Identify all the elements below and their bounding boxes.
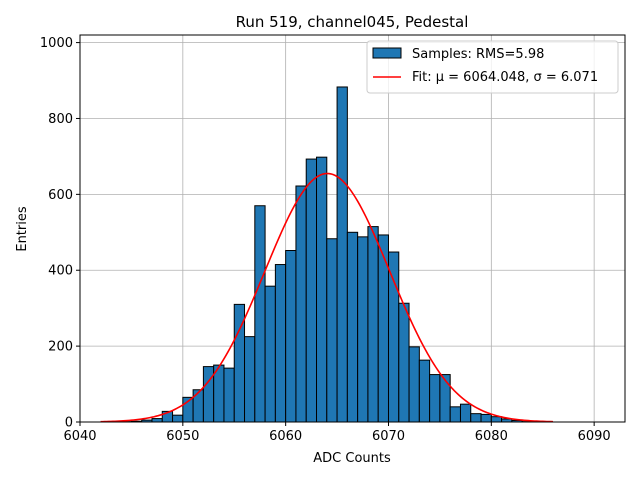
legend-label-samples: Samples: RMS=5.98 — [412, 47, 544, 62]
y-tick-label: 800 — [48, 112, 73, 127]
histogram-bars — [120, 86, 533, 423]
legend-box — [366, 40, 619, 94]
x-tick-label: 6060 — [269, 429, 302, 444]
histogram-bar — [274, 264, 287, 423]
histogram-bar — [192, 389, 204, 423]
histogram-bar — [346, 231, 359, 423]
histogram-bar — [367, 226, 379, 423]
y-tick-label: 1000 — [40, 36, 73, 51]
histogram-bar — [449, 406, 461, 423]
y-axis-ticks: 0 200 400 600 800 1000 — [40, 36, 80, 431]
x-tick-label: 6050 — [166, 429, 199, 444]
histogram-bar — [387, 251, 400, 423]
histogram-bar — [295, 185, 307, 423]
histogram-bar — [172, 414, 184, 423]
histogram-bar — [254, 205, 266, 423]
y-axis-label: Entries — [15, 206, 30, 252]
chart-title: Run 519, channel045, Pedestal — [236, 13, 469, 31]
x-tick-label: 6040 — [63, 429, 96, 444]
x-tick-label: 6080 — [475, 429, 508, 444]
histogram-bar — [470, 413, 482, 423]
histogram-bar — [418, 359, 431, 423]
histogram-bar — [202, 366, 215, 423]
y-tick-label: 0 — [65, 416, 73, 431]
fit-curve — [100, 172, 554, 423]
histogram-bar — [223, 367, 235, 423]
histogram-bar — [429, 374, 441, 423]
x-axis-ticks: 6040 6050 6060 6070 6080 6090 — [63, 422, 611, 444]
histogram-bar — [316, 156, 328, 423]
y-tick-label: 200 — [48, 340, 73, 355]
legend-label-fit: Fit: μ = 6064.048, σ = 6.071 — [412, 70, 598, 85]
histogram-bar — [439, 374, 451, 423]
histogram-bar — [244, 336, 256, 423]
histogram-bar — [459, 403, 472, 423]
plot-frame — [79, 34, 626, 423]
x-tick-label: 6070 — [372, 429, 405, 444]
x-axis-label: ADC Counts — [313, 451, 391, 466]
legend-swatch-samples — [372, 47, 402, 59]
y-tick-label: 400 — [48, 264, 73, 279]
x-tick-label: 6090 — [578, 429, 611, 444]
histogram-bar — [480, 413, 492, 423]
histogram-bar — [264, 285, 276, 423]
histogram-bar — [151, 418, 163, 423]
histogram-bar — [326, 238, 338, 423]
histogram-bar — [408, 346, 420, 423]
histogram-bar — [336, 86, 348, 423]
histogram-bar — [305, 158, 318, 423]
y-tick-label: 600 — [48, 188, 73, 203]
histogram-bar — [490, 416, 503, 423]
histogram-bar — [357, 236, 369, 423]
histogram-bar — [398, 302, 410, 423]
legend: Samples: RMS=5.98 Fit: μ = 6064.048, σ =… — [366, 40, 619, 94]
histogram-bar — [285, 250, 297, 423]
